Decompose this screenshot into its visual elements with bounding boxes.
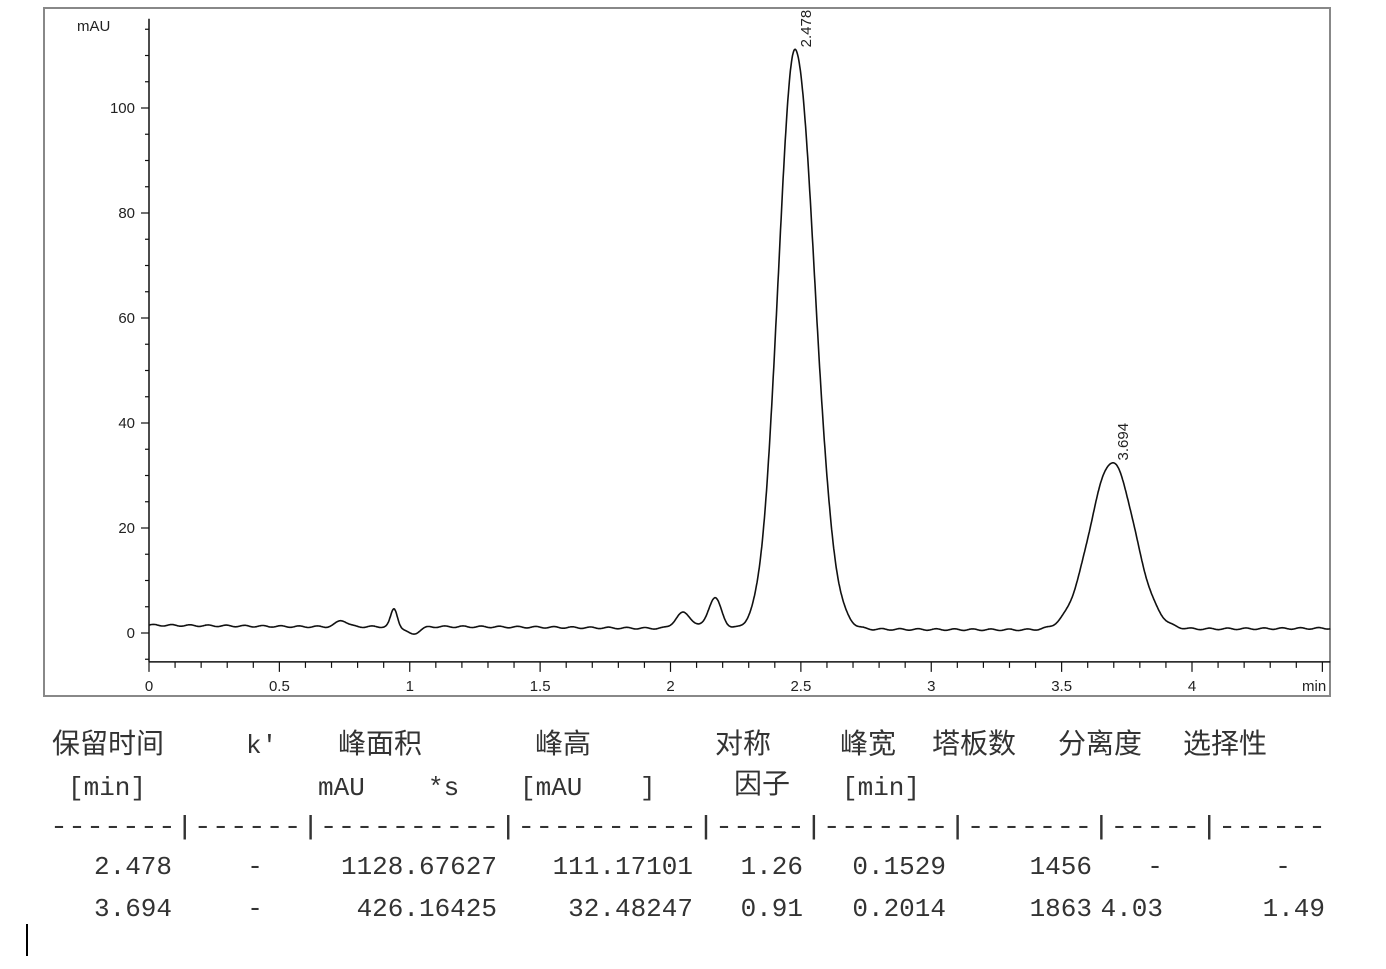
table-cell: - <box>1275 852 1291 882</box>
peak-label: 2.478 <box>798 10 815 48</box>
table-cell: 111.17101 <box>553 852 693 882</box>
unit-symmetry: 因子 <box>734 767 790 800</box>
table-cell: 426.16425 <box>357 894 497 924</box>
table-cell: 0.1529 <box>852 852 946 882</box>
x-tick-label: 3.5 <box>1051 678 1072 695</box>
y-tick-label: 20 <box>118 520 135 537</box>
peak-table: 保留时间 k' 峰面积 峰高 对称 峰宽 塔板数 分离度 选择性 [min] m… <box>50 727 1326 924</box>
table-cell: 1.49 <box>1263 894 1325 924</box>
unit-area-1: mAU <box>318 773 365 803</box>
y-axis-label: mAU <box>77 18 110 35</box>
x-tick-label: 2.5 <box>790 678 811 695</box>
header-peak-height: 峰高 <box>535 727 591 760</box>
table-cell: 1128.67627 <box>341 852 497 882</box>
y-tick-label: 80 <box>118 205 135 222</box>
header-retention-time: 保留时间 <box>52 727 164 760</box>
header-peak-area: 峰面积 <box>338 727 422 760</box>
table-separator: -------|------|----------|----------|---… <box>50 812 1326 842</box>
x-tick-label: 3 <box>927 678 935 695</box>
y-tick-label: 60 <box>118 310 135 327</box>
header-plates: 塔板数 <box>932 727 1016 760</box>
y-tick-label: 0 <box>127 625 135 642</box>
x-tick-label: 4 <box>1188 678 1196 695</box>
unit-width: [min] <box>842 773 920 803</box>
table-cell: 32.48247 <box>568 894 693 924</box>
table-row: 3.694 - 426.16425 32.48247 0.91 0.2014 1863 4.0… <box>94 894 1325 924</box>
table-cell: 2.478 <box>94 852 172 882</box>
table-cell: 0.91 <box>741 894 803 924</box>
header-symmetry: 对称 <box>715 727 771 760</box>
signal-trace <box>148 48 1331 635</box>
plot-frame <box>43 7 1331 697</box>
x-tick-label: 0.5 <box>269 678 290 695</box>
x-tick-label: 2 <box>666 678 674 695</box>
y-tick-label: 40 <box>118 415 135 432</box>
header-peak-width: 峰宽 <box>840 727 896 760</box>
unit-height-2: ] <box>640 773 656 803</box>
table-row: 2.478 - 1128.67627 111.17101 1.26 0.1529 1456 -… <box>94 852 1291 882</box>
peak-label: 3.694 <box>1115 423 1132 461</box>
unit-height-1: [mAU <box>520 773 582 803</box>
table-cell: 0.2014 <box>852 894 946 924</box>
table-cell: 1.26 <box>741 852 803 882</box>
table-cell: 4.03 <box>1101 894 1163 924</box>
x-tick-label: 1 <box>406 678 414 695</box>
table-header-row: 保留时间 k' 峰面积 峰高 对称 峰宽 塔板数 分离度 选择性 <box>52 727 1267 761</box>
header-resolution: 分离度 <box>1058 727 1142 760</box>
x-tick-label: 1.5 <box>530 678 551 695</box>
x-axis-label: min <box>1302 678 1326 695</box>
x-tick-label: 0 <box>145 678 153 695</box>
table-cell: 3.694 <box>94 894 172 924</box>
header-selectivity: 选择性 <box>1183 727 1267 760</box>
unit-area-2: *s <box>428 773 459 803</box>
table-cell: - <box>247 894 263 924</box>
table-cell: - <box>247 852 263 882</box>
table-cell: 1863 <box>1030 894 1092 924</box>
table-cell: - <box>1147 852 1163 882</box>
header-k: k' <box>246 731 277 761</box>
table-cell: 1456 <box>1030 852 1092 882</box>
table-units-row: [min] mAU *s [mAU ] 因子 [min] <box>68 767 920 803</box>
unit-rt: [min] <box>68 773 146 803</box>
y-tick-label: 100 <box>110 100 135 117</box>
